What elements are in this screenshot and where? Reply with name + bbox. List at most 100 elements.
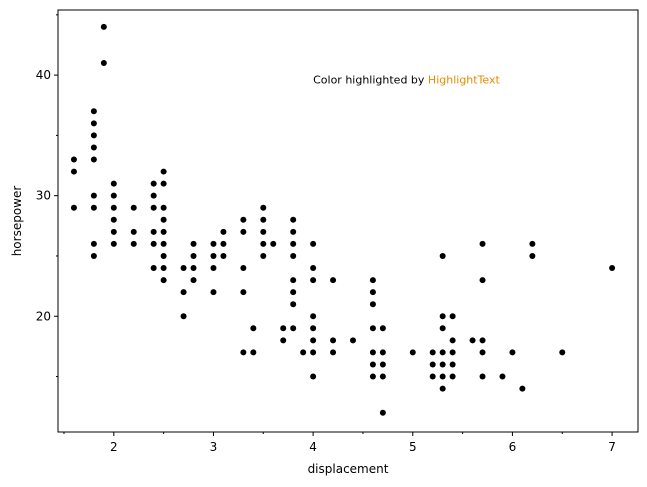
data-point — [90, 192, 97, 199]
highlight-annotation: Color highlighted by HighlightText — [313, 74, 500, 87]
data-point — [180, 313, 187, 320]
data-point — [290, 325, 297, 332]
data-point — [210, 265, 217, 272]
y-axis-ticks: 20 30 40 — [36, 14, 58, 378]
data-point — [190, 240, 197, 247]
data-point — [190, 265, 197, 272]
data-point — [110, 240, 117, 247]
data-point — [240, 289, 247, 296]
data-point — [260, 228, 267, 235]
data-point — [369, 361, 376, 368]
data-point — [180, 265, 187, 272]
data-point — [369, 277, 376, 284]
data-point — [250, 325, 257, 332]
data-point — [240, 265, 247, 272]
data-point — [479, 373, 486, 380]
data-point — [280, 337, 287, 344]
data-point — [160, 252, 167, 259]
data-point — [190, 252, 197, 259]
data-point — [220, 252, 227, 259]
data-point — [290, 240, 297, 247]
data-point — [439, 349, 446, 356]
data-point — [449, 349, 456, 356]
data-point — [330, 337, 337, 344]
data-point — [70, 204, 77, 211]
data-point — [270, 240, 277, 247]
data-point — [100, 60, 107, 67]
data-point — [330, 277, 337, 284]
data-point — [130, 240, 137, 247]
x-axis-ticks: 2 3 4 5 6 7 — [63, 432, 616, 454]
data-point — [280, 325, 287, 332]
data-point — [190, 277, 197, 284]
data-point — [449, 313, 456, 320]
data-point — [310, 277, 317, 284]
data-point — [130, 204, 137, 211]
data-point — [220, 228, 227, 235]
data-point — [90, 204, 97, 211]
data-point — [310, 325, 317, 332]
data-point — [90, 132, 97, 139]
x-tick-label: 7 — [608, 440, 616, 454]
data-point — [150, 228, 157, 235]
data-point — [429, 361, 436, 368]
data-point — [70, 168, 77, 175]
data-point — [210, 252, 217, 259]
plot-area-frame — [57, 9, 639, 433]
data-point — [150, 265, 157, 272]
data-point — [90, 108, 97, 115]
data-point — [609, 265, 616, 272]
data-point — [379, 349, 386, 356]
data-point — [160, 180, 167, 187]
data-point — [479, 240, 486, 247]
data-point — [429, 373, 436, 380]
data-point — [100, 23, 107, 30]
data-point — [469, 337, 476, 344]
data-point — [439, 252, 446, 259]
data-point — [90, 144, 97, 151]
data-point — [449, 361, 456, 368]
data-point — [310, 337, 317, 344]
data-point — [409, 349, 416, 356]
data-point — [240, 228, 247, 235]
data-point — [369, 301, 376, 308]
data-point — [479, 349, 486, 356]
data-point — [160, 240, 167, 247]
data-point — [429, 349, 436, 356]
data-point — [529, 252, 536, 259]
data-point — [290, 277, 297, 284]
data-point — [509, 349, 516, 356]
data-point — [130, 228, 137, 235]
data-point — [290, 216, 297, 223]
y-axis-title: horsepower — [10, 186, 24, 257]
x-tick-label: 2 — [110, 440, 118, 454]
data-point — [330, 349, 337, 356]
annotation-prefix-text: Color highlighted by — [313, 74, 428, 87]
data-point — [150, 180, 157, 187]
data-point — [220, 240, 227, 247]
data-point — [110, 180, 117, 187]
data-point — [369, 289, 376, 296]
x-tick-label: 5 — [409, 440, 417, 454]
data-point — [310, 373, 317, 380]
data-point — [290, 289, 297, 296]
data-point — [160, 168, 167, 175]
data-point — [379, 361, 386, 368]
data-point — [439, 313, 446, 320]
data-point — [90, 156, 97, 163]
data-point — [150, 240, 157, 247]
data-point — [180, 289, 187, 296]
data-point — [290, 228, 297, 235]
data-point — [519, 385, 526, 392]
x-tick-label: 4 — [309, 440, 317, 454]
data-point — [290, 301, 297, 308]
data-point — [210, 240, 217, 247]
data-point — [499, 373, 506, 380]
data-point — [210, 289, 217, 296]
y-tick-label: 20 — [36, 309, 51, 323]
data-point — [439, 373, 446, 380]
data-point — [160, 216, 167, 223]
data-point — [379, 373, 386, 380]
data-point — [379, 325, 386, 332]
